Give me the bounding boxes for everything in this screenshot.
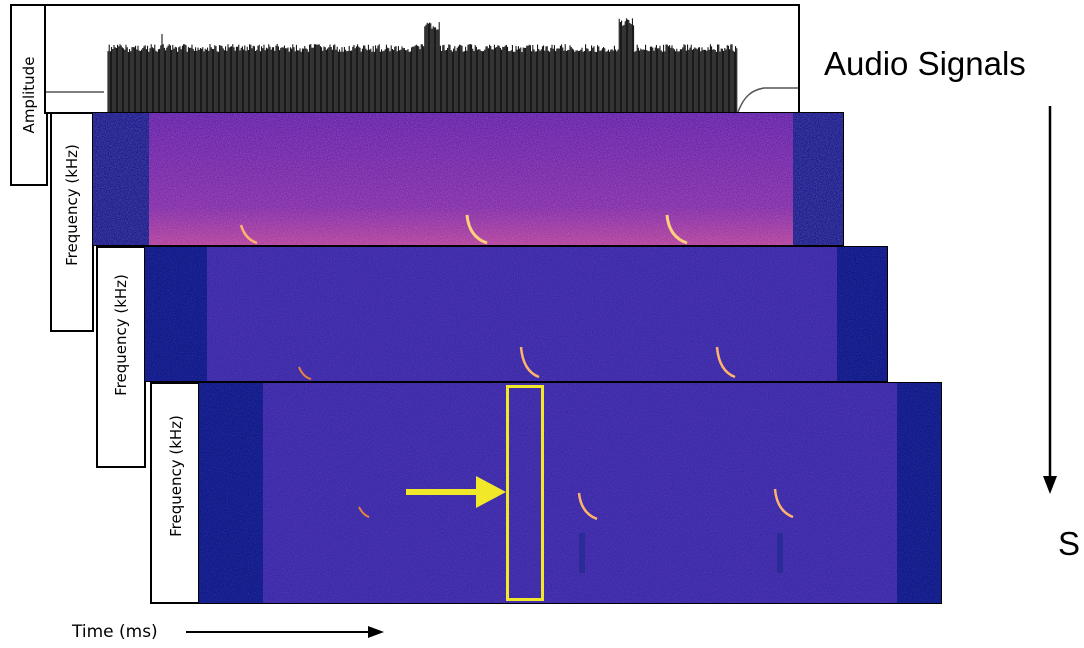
down-arrow-icon xyxy=(1043,106,1057,494)
frequency-label-box-3: Frequency (kHz) xyxy=(150,382,202,604)
spectrogram-2 xyxy=(144,246,888,382)
waveform-panel xyxy=(44,4,800,114)
right-arrow-icon xyxy=(186,626,384,638)
waveform-signal xyxy=(107,18,738,112)
frequency-label-box-2: Frequency (kHz) xyxy=(96,246,146,468)
spectrogram-1 xyxy=(92,112,844,246)
frequency-axis-label-2: Frequency (kHz) xyxy=(112,274,130,397)
audio-signals-label: Audio Signals xyxy=(824,45,1026,82)
right-partial-label: S xyxy=(1058,525,1081,562)
frequency-label-box-1: Frequency (kHz) xyxy=(50,112,94,332)
amplitude-label-box: Amplitude xyxy=(10,4,48,186)
spectrogram-3 xyxy=(198,382,942,604)
highlight-box xyxy=(506,385,544,601)
frequency-axis-label-3: Frequency (kHz) xyxy=(167,414,185,537)
time-axis-label: Time (ms) xyxy=(72,622,158,642)
frequency-axis-label-1: Frequency (kHz) xyxy=(63,143,81,266)
highlight-arrow-icon xyxy=(406,476,506,508)
waveform-plot xyxy=(46,18,798,112)
amplitude-axis-label: Amplitude xyxy=(20,56,38,134)
